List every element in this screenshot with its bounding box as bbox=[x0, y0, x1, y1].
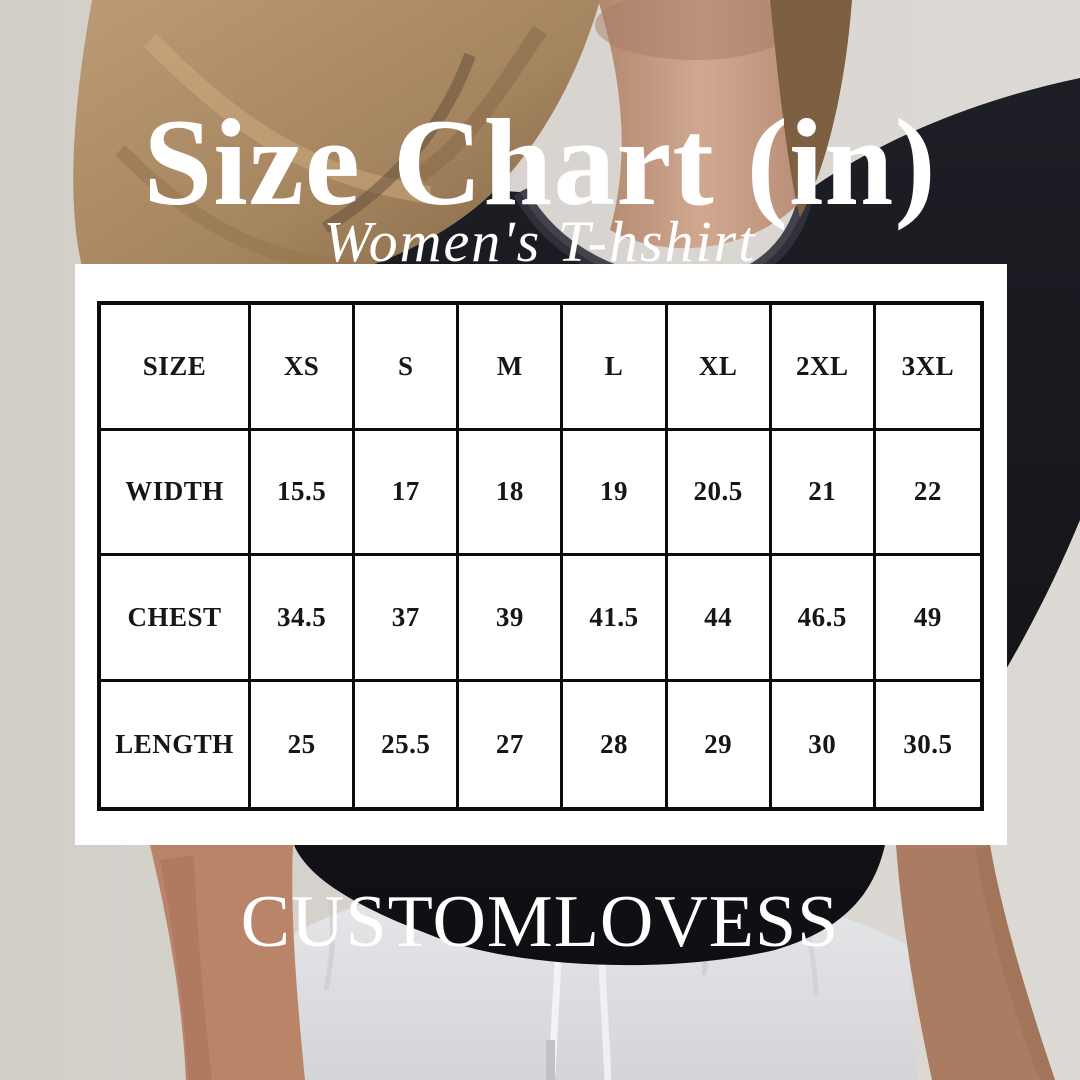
column-header-cell: 3XL bbox=[875, 305, 980, 431]
brand-name: CUSTOMLOVESS bbox=[240, 881, 840, 963]
size-table: SIZE XS S M L XL 2XL 3XL WIDTH 15.5 17 18 19 20.5 21 22… bbox=[97, 301, 984, 811]
column-header-cell: XS bbox=[251, 305, 356, 431]
column-header-cell: 2XL bbox=[771, 305, 876, 431]
corner-header-cell: SIZE bbox=[101, 305, 251, 431]
value-cell: 21 bbox=[771, 430, 876, 556]
chin-shadow bbox=[595, 0, 795, 60]
column-header-cell: L bbox=[563, 305, 668, 431]
value-cell: 34.5 bbox=[251, 556, 356, 682]
page-subtitle: Women's T-hshirt bbox=[323, 209, 757, 274]
value-cell: 25.5 bbox=[355, 681, 460, 807]
size-chart-panel: SIZE XS S M L XL 2XL 3XL WIDTH 15.5 17 18 19 20.5 21 22… bbox=[75, 264, 1007, 845]
column-header-cell: S bbox=[355, 305, 460, 431]
value-cell: 15.5 bbox=[251, 430, 356, 556]
value-cell: 41.5 bbox=[563, 556, 668, 682]
value-cell: 49 bbox=[875, 556, 980, 682]
value-cell: 28 bbox=[563, 681, 668, 807]
column-header-cell: M bbox=[459, 305, 564, 431]
page-title: Size Chart (in) bbox=[143, 94, 937, 231]
value-cell: 27 bbox=[459, 681, 564, 807]
value-cell: 39 bbox=[459, 556, 564, 682]
value-cell: 20.5 bbox=[667, 430, 772, 556]
column-header-cell: XL bbox=[667, 305, 772, 431]
hair bbox=[73, 0, 852, 313]
value-cell: 25 bbox=[251, 681, 356, 807]
value-cell: 37 bbox=[355, 556, 460, 682]
value-cell: 19 bbox=[563, 430, 668, 556]
row-label-cell: WIDTH bbox=[101, 430, 251, 556]
value-cell: 18 bbox=[459, 430, 564, 556]
right-arm bbox=[896, 845, 1055, 1080]
value-cell: 29 bbox=[668, 681, 772, 807]
value-cell: 44 bbox=[667, 556, 772, 682]
row-label-cell: LENGTH bbox=[101, 681, 251, 807]
value-cell: 30.5 bbox=[903, 728, 953, 759]
drawstring bbox=[546, 959, 612, 1080]
value-cell: 17 bbox=[355, 430, 460, 556]
left-arm bbox=[150, 845, 305, 1080]
value-cell: 30 bbox=[772, 681, 876, 807]
row-label-cell: CHEST bbox=[101, 556, 251, 682]
neck bbox=[595, 0, 806, 249]
value-cell: 22 bbox=[875, 431, 980, 556]
value-cell: 46.5 bbox=[771, 556, 876, 682]
